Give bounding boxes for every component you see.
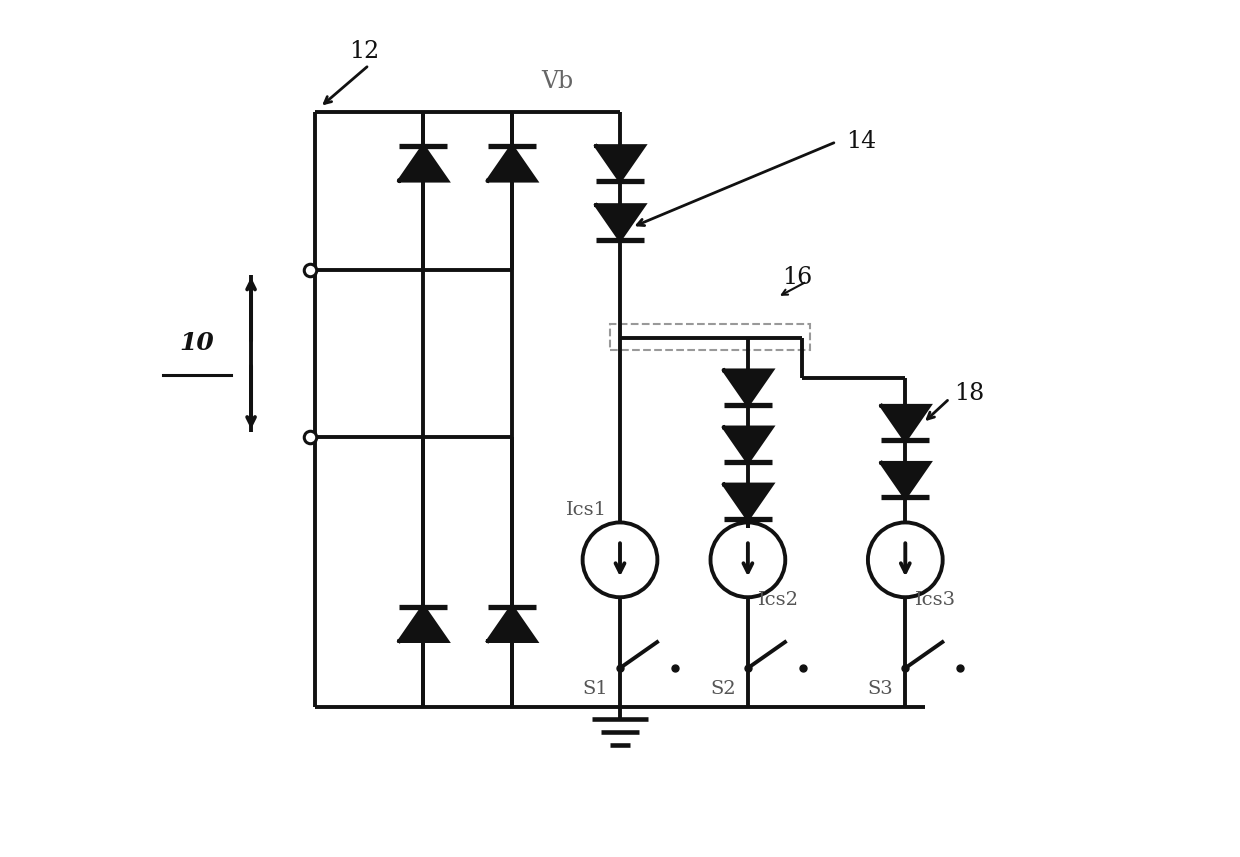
Text: 10: 10 <box>180 332 215 356</box>
Text: S3: S3 <box>868 680 894 698</box>
Polygon shape <box>724 370 771 405</box>
Polygon shape <box>399 607 448 641</box>
Text: Ics2: Ics2 <box>758 591 799 609</box>
Polygon shape <box>487 607 536 641</box>
Text: 18: 18 <box>955 382 985 405</box>
Polygon shape <box>596 146 644 181</box>
Text: Ics3: Ics3 <box>915 591 956 609</box>
Text: 14: 14 <box>846 130 877 153</box>
Polygon shape <box>724 484 771 519</box>
Polygon shape <box>882 406 929 440</box>
Polygon shape <box>724 428 771 462</box>
Text: Vb: Vb <box>542 69 573 93</box>
Polygon shape <box>882 463 929 497</box>
Text: 12: 12 <box>350 40 379 63</box>
Polygon shape <box>487 146 536 181</box>
Text: Ics1: Ics1 <box>565 500 606 518</box>
Polygon shape <box>596 205 644 240</box>
Text: S2: S2 <box>711 680 737 698</box>
Polygon shape <box>399 146 448 181</box>
Text: S1: S1 <box>583 680 608 698</box>
Text: 16: 16 <box>782 267 812 290</box>
